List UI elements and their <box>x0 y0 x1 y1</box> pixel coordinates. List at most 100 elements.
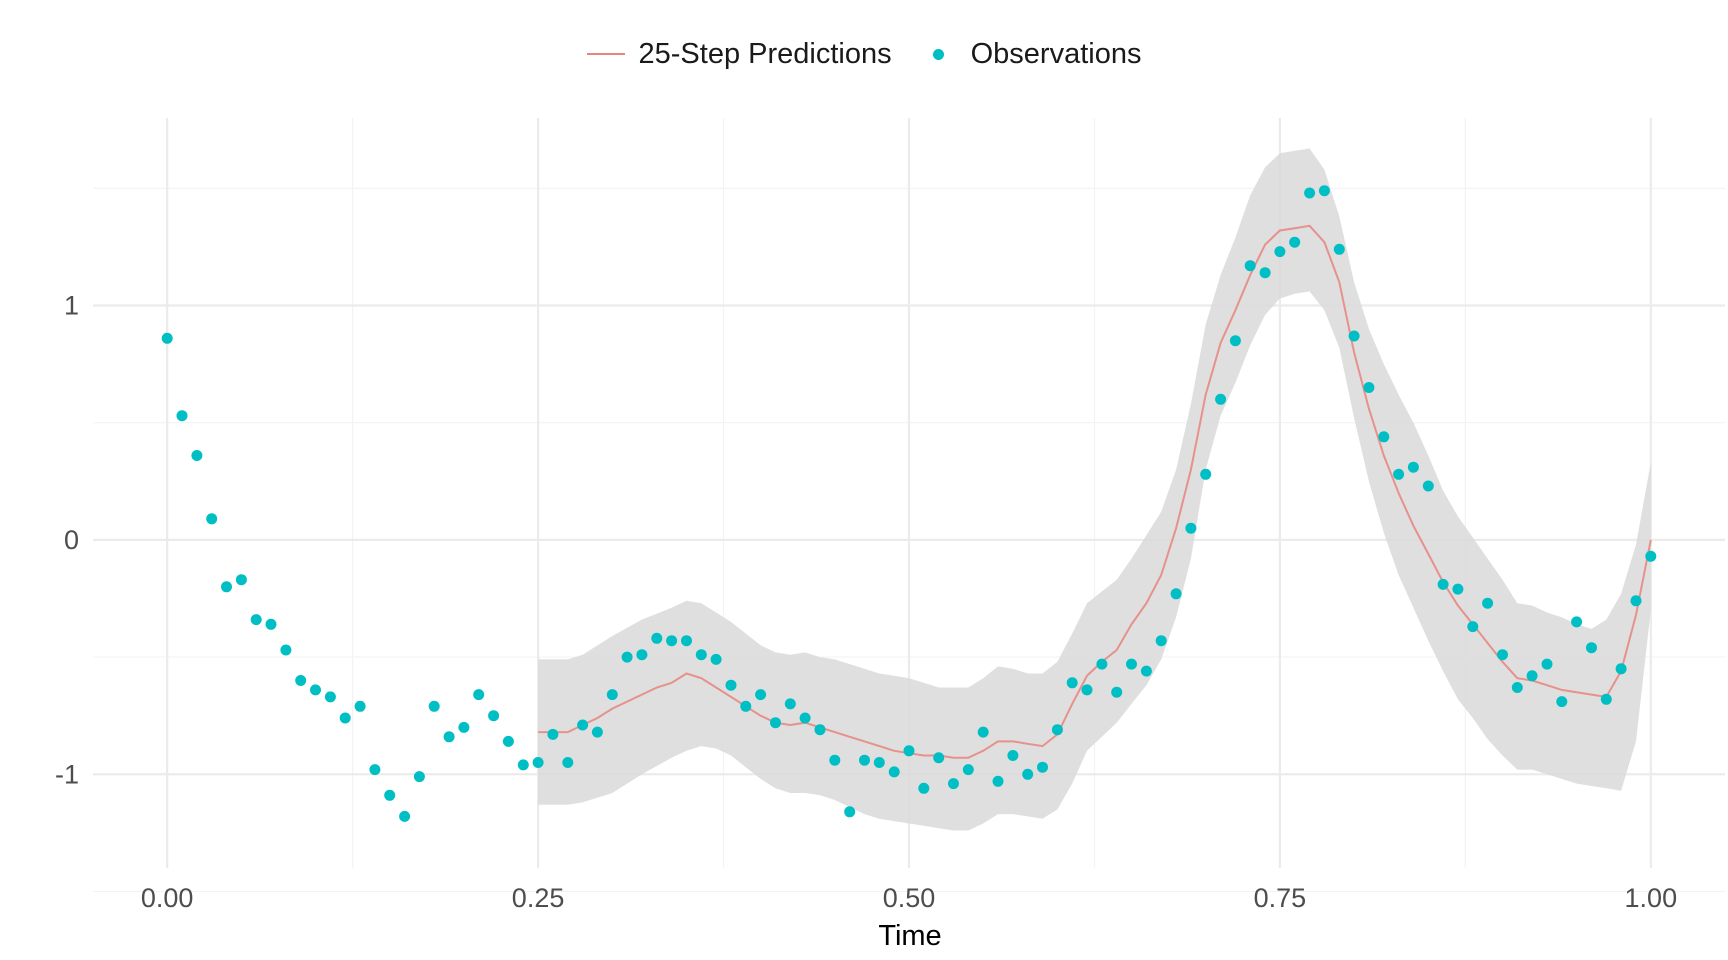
observation-point <box>755 689 767 701</box>
observation-point <box>710 653 722 665</box>
observation-point <box>1037 761 1048 773</box>
observation-point <box>488 710 500 722</box>
observation-point <box>1126 658 1137 670</box>
observation-point <box>1393 468 1405 480</box>
observation-point <box>1244 260 1256 272</box>
observation-point <box>1007 750 1019 761</box>
observation-point <box>413 771 425 783</box>
observation-point <box>1422 480 1434 492</box>
observation-point <box>591 726 603 738</box>
observation-point <box>547 728 559 740</box>
observation-point <box>1185 522 1197 534</box>
x-tick-label: 0.50 <box>883 883 936 913</box>
observation-point <box>888 766 900 778</box>
legend-label-observations: Observations <box>970 37 1142 70</box>
observation-point <box>666 635 678 647</box>
observation-point <box>681 635 692 647</box>
observation-point <box>1615 663 1627 675</box>
observation-point <box>235 574 247 586</box>
observation-point <box>1259 267 1271 279</box>
observation-point <box>948 778 959 790</box>
observation-point <box>1289 236 1301 248</box>
observation-point <box>621 651 633 663</box>
observation-point <box>1096 658 1108 670</box>
observation-point <box>606 689 618 701</box>
observation-point <box>1140 665 1152 677</box>
observation-point <box>844 806 856 818</box>
legend-item-predictions[interactable]: 25-Step Predictions <box>586 37 892 71</box>
observation-point <box>1378 431 1390 443</box>
observation-point <box>1556 696 1568 708</box>
observation-point <box>1645 550 1657 562</box>
observation-point <box>1022 768 1034 780</box>
observation-point <box>324 691 336 703</box>
observation-point <box>1630 595 1642 607</box>
observation-point <box>1541 658 1553 670</box>
observation-point <box>1274 246 1286 258</box>
observation-point <box>740 700 752 712</box>
observation-point <box>1051 724 1063 736</box>
observation-point <box>636 649 648 661</box>
observation-point <box>458 721 470 733</box>
observation-point <box>992 775 1004 787</box>
x-tick-label: 0.25 <box>512 883 565 913</box>
observation-point <box>384 789 396 801</box>
x-tick-label: 0.75 <box>1254 883 1307 913</box>
legend-item-observations[interactable]: Observations <box>920 37 1142 71</box>
observation-point <box>473 689 485 701</box>
observation-point <box>339 712 351 724</box>
observation-point <box>1407 461 1419 473</box>
observation-point <box>1170 588 1182 600</box>
observation-point <box>859 754 870 766</box>
observation-point <box>770 717 781 729</box>
observation-point <box>517 759 529 771</box>
observation-point <box>814 724 826 736</box>
observation-point <box>1437 578 1449 590</box>
observation-point <box>354 700 366 712</box>
observation-point <box>799 712 811 724</box>
observation-point <box>962 764 974 776</box>
observation-point <box>695 649 707 661</box>
observation-point <box>1467 621 1479 633</box>
observation-point <box>1600 693 1612 705</box>
x-axis-title: Time <box>878 920 941 952</box>
observation-point <box>1526 670 1538 682</box>
y-tick-label: 0 <box>64 525 79 555</box>
observation-point <box>918 782 930 794</box>
observation-point <box>977 726 989 738</box>
legend-label-predictions: 25-Step Predictions <box>638 37 892 70</box>
observation-point <box>1200 468 1212 480</box>
observation-points-layer <box>161 185 1657 822</box>
y-tick-label: -1 <box>55 759 79 789</box>
y-tick-label: 1 <box>64 291 79 321</box>
observation-point <box>532 757 544 768</box>
confidence-band <box>538 148 1651 831</box>
observation-point <box>1497 649 1508 661</box>
legend-point-swatch <box>932 48 944 60</box>
observation-point <box>161 332 173 344</box>
observation-point <box>310 684 321 696</box>
observation-point <box>295 675 307 686</box>
observation-point <box>651 632 663 644</box>
x-tick-label: 0.00 <box>141 883 194 913</box>
x-tick-label: 1.00 <box>1625 883 1678 913</box>
observation-point <box>1452 583 1464 595</box>
observation-point <box>784 698 796 710</box>
legend: 25-Step Predictions Observations <box>0 34 1728 74</box>
observation-point <box>265 618 277 630</box>
observation-point <box>1511 682 1523 693</box>
observation-point <box>1111 686 1123 698</box>
observation-point <box>829 754 841 766</box>
observation-point <box>399 810 411 822</box>
prediction-line <box>538 224 1652 759</box>
observation-point <box>1348 330 1360 342</box>
observation-point <box>1066 677 1078 689</box>
observation-point <box>725 679 737 691</box>
observation-point <box>1363 382 1375 393</box>
observation-point <box>1318 185 1330 197</box>
observation-point <box>191 450 203 461</box>
observation-point <box>443 731 455 743</box>
observation-point <box>562 757 574 768</box>
legend-line-swatch <box>586 53 625 55</box>
